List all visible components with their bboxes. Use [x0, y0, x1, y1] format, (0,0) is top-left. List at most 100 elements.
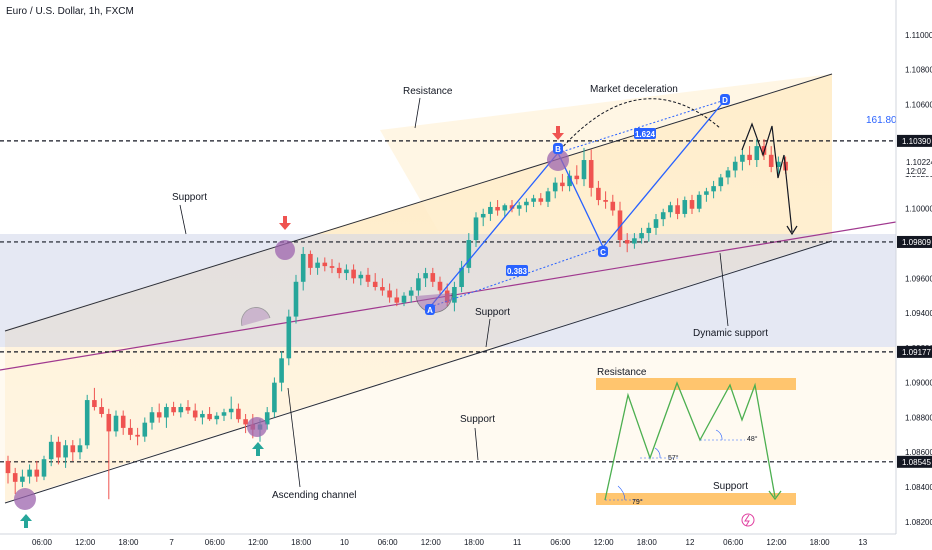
level-tag: [897, 235, 932, 248]
candle-body: [365, 274, 371, 282]
level-tag: [897, 345, 932, 358]
last-price-tag: 1.10224 12:02: [897, 156, 932, 176]
candle: [106, 408, 112, 500]
point-c-label: C: [598, 246, 608, 257]
label-support-low: Support: [460, 414, 495, 425]
candle: [552, 177, 558, 199]
sell-arrow-2: [552, 126, 564, 140]
candle-body: [509, 205, 515, 209]
svg-text:B: B: [555, 145, 561, 154]
candle-body: [646, 227, 652, 234]
time-tick-label: 18:00: [291, 538, 312, 547]
candle: [574, 165, 580, 185]
level-tag-label: 1.09809: [902, 238, 931, 247]
time-tick-label: 18:00: [810, 538, 831, 547]
candle-body: [185, 407, 191, 411]
lower-zone-fill: [0, 347, 896, 460]
candle-body: [336, 267, 342, 274]
candle-body: [740, 154, 745, 162]
candle-body: [20, 476, 25, 482]
candle: [185, 400, 191, 414]
candle-body: [452, 287, 457, 303]
candle-body: [279, 358, 284, 383]
candle-body: [243, 419, 248, 425]
candle-body: [300, 253, 306, 282]
inset-support-band: [596, 493, 796, 505]
candle-body: [120, 415, 126, 428]
candle-body: [747, 154, 752, 161]
candle: [610, 194, 616, 216]
price-axis[interactable]: [896, 0, 932, 534]
candle-body: [668, 205, 673, 213]
candle-body: [725, 170, 731, 178]
candle-body: [689, 200, 695, 209]
candle-body: [660, 212, 666, 220]
candle: [603, 191, 608, 209]
candle-body: [711, 186, 716, 192]
inset-angle-57: 57°: [668, 454, 679, 462]
inset-illustration: Resistance Support 57° 48° 79°: [596, 367, 796, 506]
candle: [624, 233, 630, 253]
candle: [142, 417, 148, 442]
candle: [653, 213, 659, 235]
inset-arrowhead: [768, 490, 782, 501]
svg-text:C: C: [600, 248, 606, 257]
marker-top-1: [275, 240, 295, 260]
label-support-left: Support: [172, 192, 207, 203]
time-tick-label: 18:00: [118, 538, 139, 547]
candle: [754, 139, 760, 167]
marker-low-1: [14, 488, 36, 510]
pointer-ascending-channel: [287, 387, 301, 488]
candle: [322, 257, 328, 272]
inset-angle-arc-1: [654, 447, 661, 459]
candle: [48, 434, 54, 467]
time-tick-label: 06:00: [550, 538, 571, 547]
candle-body: [178, 407, 184, 413]
candle: [171, 401, 176, 416]
candle: [293, 274, 299, 324]
candle-body: [617, 210, 623, 241]
price-axis-ticks: 1.110001.108001.106001.104001.102001.100…: [905, 31, 932, 527]
candle-body: [639, 233, 644, 239]
time-tick-label: 06:00: [205, 538, 226, 547]
candle-body: [200, 413, 205, 418]
candle-body: [408, 290, 414, 296]
time-axis[interactable]: [0, 534, 896, 550]
candle-body: [704, 191, 709, 195]
time-tick-label: 12:00: [75, 538, 96, 547]
candle-body: [164, 407, 169, 418]
candle-body: [142, 422, 148, 437]
label-market-deceleration: Market deceleration: [590, 84, 678, 95]
candle: [329, 259, 335, 274]
time-tick-label: 12: [686, 538, 695, 547]
candle: [272, 377, 277, 418]
level-tag: [897, 134, 932, 147]
candle: [380, 278, 385, 296]
candle-body: [732, 161, 738, 171]
candle: [560, 173, 565, 192]
candle: [408, 287, 414, 303]
candle: [776, 156, 781, 174]
time-tick-label: 06:00: [723, 538, 744, 547]
candle: [639, 227, 644, 244]
candle: [63, 440, 68, 468]
time-tick-label: 12:00: [421, 538, 442, 547]
candle: [437, 276, 443, 296]
candle-body: [416, 278, 421, 291]
candle-body: [538, 198, 544, 202]
candle: [689, 194, 695, 214]
candle-body: [48, 441, 54, 460]
label-resistance: Resistance: [403, 86, 453, 97]
candle-body: [696, 194, 702, 209]
candle-body: [423, 273, 428, 279]
candle-body: [567, 175, 572, 187]
marker-top-2: [547, 149, 569, 171]
price-tick-label: 1.10000: [905, 205, 932, 214]
candle: [740, 149, 745, 171]
candle: [632, 233, 637, 249]
candle: [20, 469, 25, 488]
candle: [41, 455, 47, 481]
point-b-label: B: [553, 143, 563, 154]
lightning-icon[interactable]: [741, 513, 755, 527]
